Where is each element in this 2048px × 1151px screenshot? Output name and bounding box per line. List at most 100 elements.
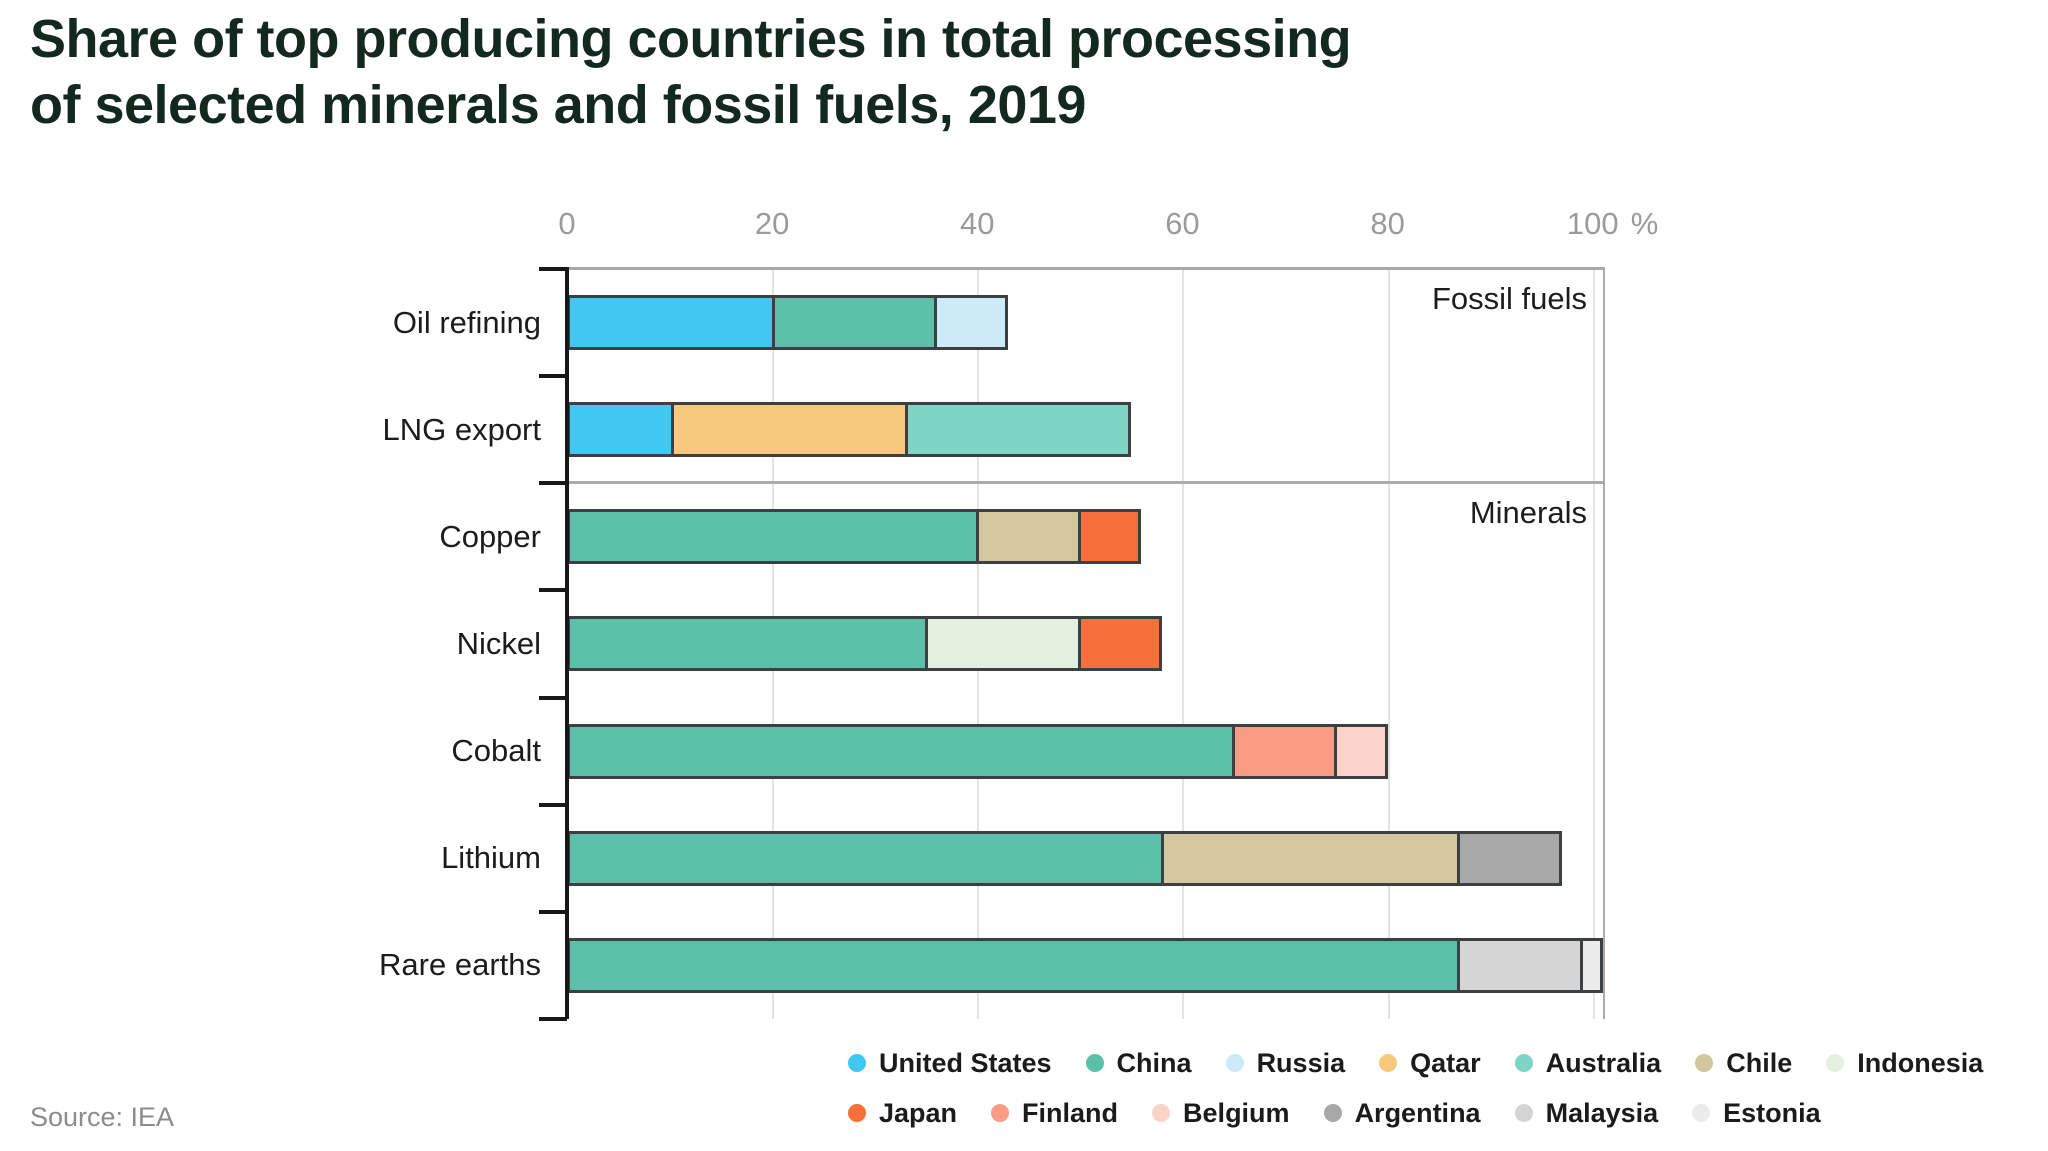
category-label: Copper xyxy=(439,518,541,554)
legend-label: Argentina xyxy=(1354,1097,1481,1128)
bar-segment-japan xyxy=(1077,619,1159,669)
y-axis-tick xyxy=(539,1017,567,1021)
stacked-bar-nickel xyxy=(567,616,1162,672)
bar-segment-qatar xyxy=(671,405,905,455)
source-note: Source: IEA xyxy=(30,1102,175,1132)
legend-label: United States xyxy=(879,1047,1052,1078)
bar-segment-chile xyxy=(976,512,1078,562)
chart-row-lithium: Lithium xyxy=(441,805,1603,912)
bar-segment-estonia xyxy=(1579,940,1600,990)
legend-label: Malaysia xyxy=(1545,1097,1659,1128)
qatar-legend-dot xyxy=(1379,1054,1398,1072)
panel-divider xyxy=(567,481,1605,485)
bar-segment-china xyxy=(570,833,1162,883)
x-axis-unit-label: % xyxy=(1630,206,1659,241)
category-label: LNG export xyxy=(382,411,541,447)
chart-row-oil-refining: Oil refining xyxy=(393,269,1603,376)
united-states-legend-dot xyxy=(848,1054,866,1072)
chart-row-cobalt: Cobalt xyxy=(451,698,1603,805)
legend-label: China xyxy=(1116,1047,1192,1078)
y-axis-tick xyxy=(539,909,567,914)
plot-area: Fossil fuels Oil refining LNG export Minera… xyxy=(379,267,1605,1021)
bar-segment-malaysia xyxy=(1457,940,1580,990)
legend-row-1: United States China Russia Qatar Australia Ch… xyxy=(848,1038,1983,1088)
legend-item-china: China xyxy=(1085,1047,1192,1079)
panel-label-minerals: Minerals xyxy=(1469,495,1587,531)
legend-label: Indonesia xyxy=(1857,1047,1984,1078)
y-axis-tick xyxy=(539,481,567,486)
japan-legend-dot xyxy=(848,1104,866,1122)
legend-item-argentina: Argentina xyxy=(1323,1097,1481,1129)
malaysia-legend-dot xyxy=(1514,1104,1533,1122)
legend-item-estonia: Estonia xyxy=(1692,1098,1821,1129)
gridline xyxy=(1182,269,1185,1019)
bar-segment-china xyxy=(570,940,1458,990)
plot-top-border xyxy=(567,267,1605,270)
legend-label: Finland xyxy=(1022,1097,1119,1128)
finland-legend-dot xyxy=(991,1104,1010,1122)
chart-row-copper: Copper xyxy=(439,483,1603,590)
y-axis-tick xyxy=(539,267,567,271)
category-label: Lithium xyxy=(441,840,541,876)
x-axis-tick-label: 20 xyxy=(754,206,790,241)
stacked-bar-oil-refining xyxy=(567,295,1009,350)
legend-item-belgium: Belgium xyxy=(1152,1098,1290,1129)
y-axis-tick xyxy=(539,695,567,700)
chart-title-line1: Share of top producing countries in tota… xyxy=(30,9,1352,69)
legend-item-finland: Finland xyxy=(991,1098,1118,1129)
legend-label: Australia xyxy=(1545,1047,1662,1078)
category-label: Rare earths xyxy=(379,947,541,983)
bar-segment-russia xyxy=(934,298,1006,347)
bar-segment-indonesia xyxy=(925,619,1078,669)
stacked-bar-copper xyxy=(567,509,1142,565)
x-axis-tick-label: 40 xyxy=(960,206,995,241)
bar-segment-australia xyxy=(904,405,1129,455)
gridline xyxy=(1592,269,1595,1019)
bar-segment-china xyxy=(570,619,926,669)
legend-row-2: Japan Finland Belgium Argentina Malaysia Esto… xyxy=(848,1088,1983,1138)
category-label: Cobalt xyxy=(451,733,541,769)
bar-segment-china xyxy=(570,512,976,562)
y-axis-tick xyxy=(539,588,567,593)
china-legend-dot xyxy=(1085,1054,1104,1072)
plot-right-border xyxy=(1603,267,1605,1019)
legend-label: Qatar xyxy=(1410,1047,1481,1078)
indonesia-legend-dot xyxy=(1826,1054,1845,1072)
category-label: Nickel xyxy=(456,625,541,661)
x-axis-tick-label: 0 xyxy=(558,206,576,241)
chart-title-line2: of selected minerals and fossil fuels, 2… xyxy=(30,75,1086,136)
chart-row-lng-export: LNG export xyxy=(382,376,1603,483)
gridline xyxy=(1387,269,1390,1019)
argentina-legend-dot xyxy=(1323,1104,1342,1122)
bar-segment-japan xyxy=(1077,512,1139,562)
bar-segment-china xyxy=(570,726,1232,776)
x-axis-tick-label: 100 xyxy=(1566,206,1619,241)
bar-segment-china xyxy=(772,298,935,347)
y-axis-tick xyxy=(539,802,567,807)
y-axis-line xyxy=(565,267,569,1019)
legend-item-japan: Japan xyxy=(848,1098,957,1129)
legend-label: Estonia xyxy=(1723,1097,1821,1128)
legend-item-russia: Russia xyxy=(1225,1048,1345,1079)
bar-segment-chile xyxy=(1161,833,1457,883)
legend-item-australia: Australia xyxy=(1514,1047,1662,1079)
legend: United States China Russia Qatar Australia Ch… xyxy=(848,1038,1983,1138)
bar-segment-finland xyxy=(1231,726,1334,776)
legend-item-chile: Chile xyxy=(1695,1048,1792,1079)
stacked-bar-rare-earths xyxy=(567,937,1603,993)
bar-segment-united-states xyxy=(570,405,672,455)
panel-label-fossil-fuels: Fossil fuels xyxy=(1431,281,1587,316)
legend-label: Chile xyxy=(1726,1047,1793,1078)
chart-row-nickel: Nickel xyxy=(457,590,1603,697)
bar-segment-argentina xyxy=(1456,833,1559,883)
legend-label: Belgium xyxy=(1183,1097,1290,1128)
stacked-bar-lng-export xyxy=(567,402,1132,458)
legend-item-united-states: United States xyxy=(848,1048,1052,1079)
x-axis: 0 20 40 60 80 100% xyxy=(558,196,1658,248)
category-label: Oil refining xyxy=(392,304,541,340)
legend-label: Japan xyxy=(879,1097,958,1128)
stacked-bar-lithium xyxy=(567,830,1562,886)
y-axis-tick xyxy=(539,374,567,379)
bar-segment-united-states xyxy=(570,298,773,347)
